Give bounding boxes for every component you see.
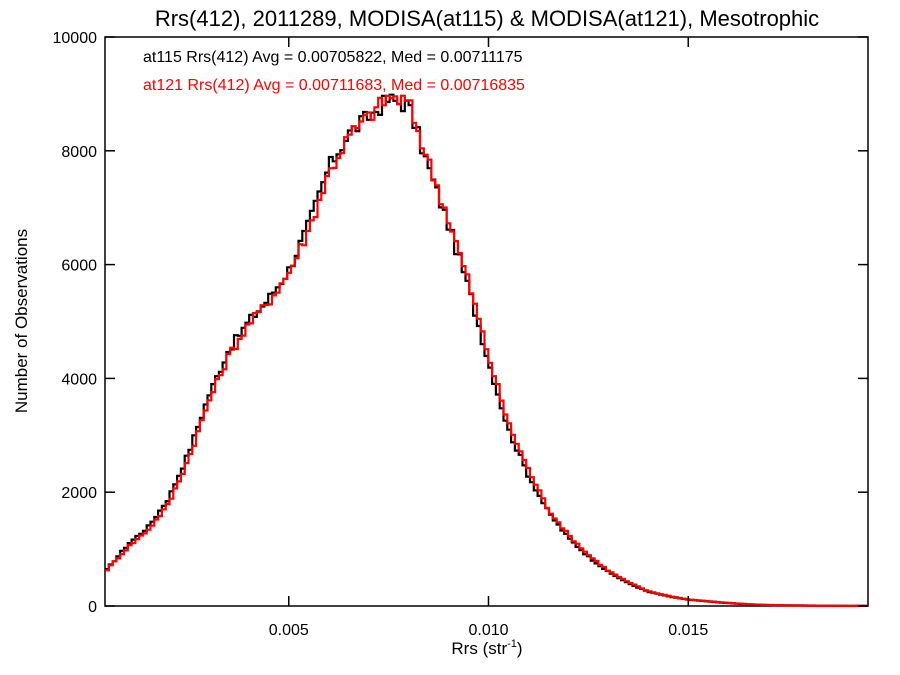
x-axis-label: Rrs (str-1) xyxy=(451,638,522,658)
y-tick-label: 6000 xyxy=(61,258,97,275)
x-tick-label: 0.010 xyxy=(468,622,508,639)
x-axis-label-end: ) xyxy=(517,639,523,658)
y-tick-label: 8000 xyxy=(61,144,97,161)
x-axis-label-sup: -1 xyxy=(507,638,517,650)
legend: at115 Rrs(412) Avg = 0.00705822, Med = 0… xyxy=(143,49,525,94)
y-tick-label: 10000 xyxy=(53,30,98,47)
legend-entry-1: at121 Rrs(412) Avg = 0.00711683, Med = 0… xyxy=(143,77,525,94)
x-tick-label: 0.015 xyxy=(668,622,708,639)
ticks-layer: 0.005 0.010 0.015 0 2000 4000 6000 8000 10000 xyxy=(53,30,868,639)
legend-entry-0: at115 Rrs(412) Avg = 0.00705822, Med = 0… xyxy=(143,49,523,66)
plot-frame xyxy=(104,36,869,607)
y-tick-label: 0 xyxy=(88,599,97,616)
x-axis-label-main: Rrs (str xyxy=(451,639,507,658)
y-tick-label: 2000 xyxy=(61,485,97,502)
y-tick-label: 4000 xyxy=(61,371,97,388)
y-axis-label: Number of Observations xyxy=(12,229,31,413)
series-layer xyxy=(105,93,868,607)
chart-title: Rrs(412), 2011289, MODISA(at115) & MODIS… xyxy=(155,6,819,31)
x-tick-label: 0.005 xyxy=(269,622,309,639)
series-line-1 xyxy=(105,94,868,607)
